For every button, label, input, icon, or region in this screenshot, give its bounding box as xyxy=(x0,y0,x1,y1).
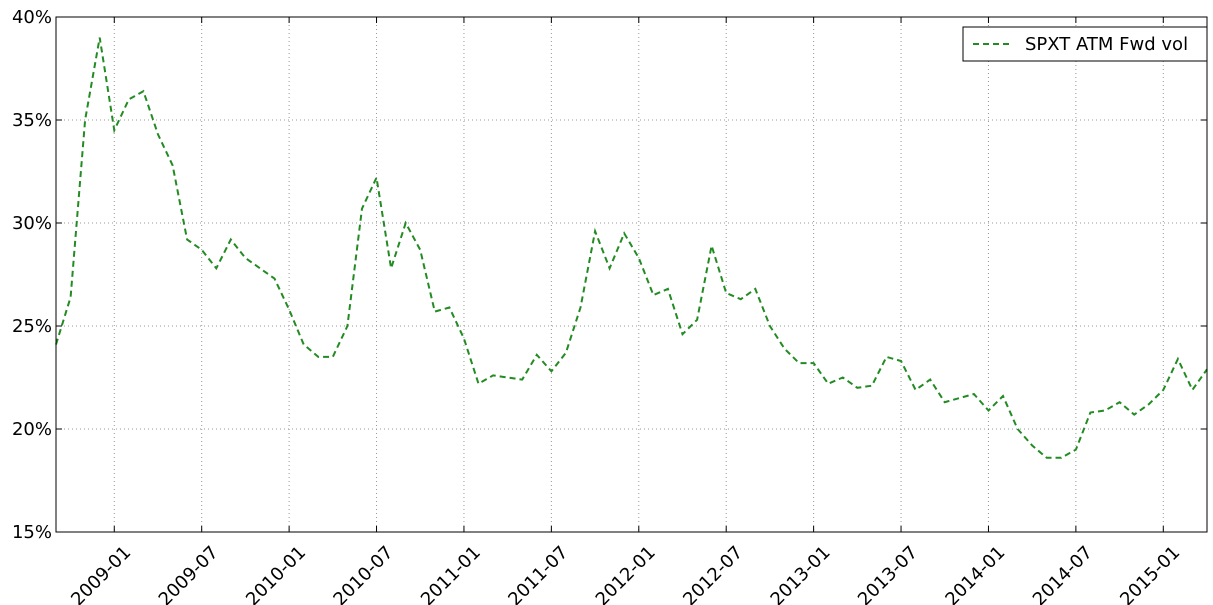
y-tick-label: 15% xyxy=(12,522,52,543)
x-tick-label: 2011-01 xyxy=(417,542,485,605)
y-tick-label: 35% xyxy=(12,110,52,131)
line xyxy=(55,37,1208,459)
legend-label: SPXT ATM Fwd vol xyxy=(1025,34,1188,55)
x-tick-label: 2013-07 xyxy=(854,542,922,605)
x-tick-label: 2015-01 xyxy=(1116,542,1184,605)
x-tick-label: 2014-01 xyxy=(941,542,1009,605)
x-tick-label: 2010-07 xyxy=(329,542,397,605)
x-tick-label: 2009-07 xyxy=(155,542,223,605)
x-tick-label: 2014-07 xyxy=(1029,542,1097,605)
x-tick-label: 2012-07 xyxy=(679,542,747,605)
y-tick-label: 20% xyxy=(12,419,52,440)
y-tick-label: 40% xyxy=(12,7,52,28)
x-tick-label: 2010-01 xyxy=(242,542,310,605)
x-tick-label: 2011-07 xyxy=(504,542,572,605)
y-tick-label: 25% xyxy=(12,316,52,337)
x-tick-label: 2012-01 xyxy=(592,542,660,605)
plot-frame xyxy=(55,16,1208,533)
x-tick-label: 2009-01 xyxy=(67,542,135,605)
y-tick-label: 30% xyxy=(12,213,52,234)
x-tick-label: 2013-01 xyxy=(767,542,835,605)
